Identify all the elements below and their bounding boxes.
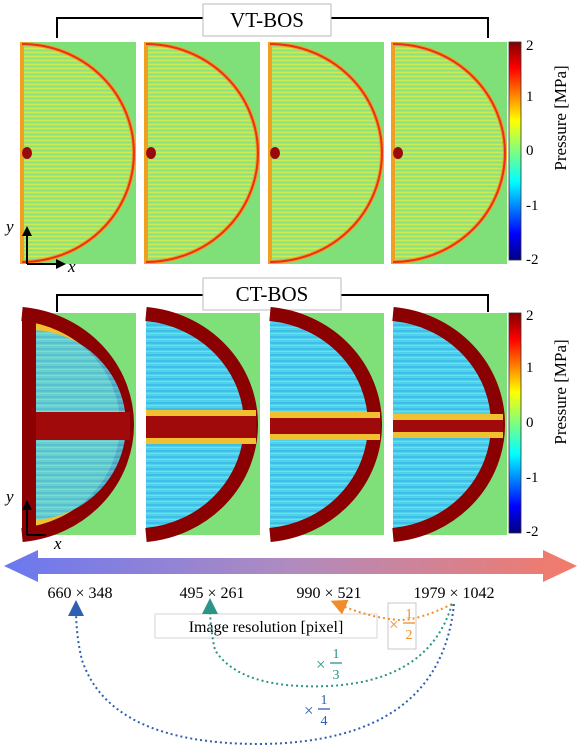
ct-bos-bracket (56, 294, 489, 312)
ct-panel-3 (269, 307, 384, 542)
vt-colorbar (508, 41, 522, 261)
ct-colorbar (508, 312, 522, 534)
ct-colorbar-tick-neg1: -1 (526, 470, 539, 486)
svg-text:3: 3 (333, 668, 340, 683)
vt-panel-1 (20, 41, 136, 265)
svg-text:×: × (389, 615, 399, 634)
image-resolution-axis-title: Image resolution [pixel] (189, 619, 344, 636)
resolution-1979x1042: 1979 × 1042 (413, 585, 494, 602)
ct-colorbar-tick-0: 0 (526, 415, 534, 431)
vt-colorbar-tick-neg2: -2 (526, 252, 539, 268)
ct-axes-icon (22, 500, 46, 536)
ct-y-axis-label: y (4, 487, 14, 506)
scale-quarter-label: × 1 4 (304, 693, 330, 729)
vt-colorbar-tick-0: 0 (526, 143, 534, 159)
svg-text:1: 1 (406, 607, 413, 622)
svg-text:1: 1 (333, 647, 340, 662)
vt-colorbar-tick-neg1: -1 (526, 198, 539, 214)
ct-colorbar-tick-neg2: -2 (526, 524, 539, 540)
scale-third-label: × 1 3 (316, 647, 342, 683)
resolution-660x348: 660 × 348 (47, 585, 112, 602)
resolution-495x261: 495 × 261 (179, 585, 244, 602)
ct-colorbar-tick-2: 2 (526, 308, 534, 324)
vt-colorbar-tick-1: 1 (526, 89, 534, 105)
vt-axes-icon (22, 226, 66, 269)
vt-y-axis-label: y (4, 217, 14, 236)
ct-panel-2 (145, 307, 260, 542)
axis-title-box (154, 613, 378, 639)
resolution-arrow (4, 550, 577, 582)
svg-text:×: × (316, 655, 326, 674)
vt-panel-2 (144, 41, 260, 265)
ct-bos-title-box (202, 277, 342, 311)
resolution-990x521: 990 × 521 (296, 585, 361, 602)
vt-bos-title-box (202, 3, 332, 37)
vt-colorbar-tick-2: 2 (526, 38, 534, 54)
vt-bos-title: VT-BOS (230, 8, 304, 32)
vt-colorbar-label: Pressure [MPa] (551, 65, 570, 170)
vt-panel-3 (268, 41, 384, 265)
scale-half-arrow (330, 599, 453, 622)
scale-half-label: × 1 2 (389, 607, 415, 643)
svg-text:×: × (304, 701, 314, 720)
ct-panel-4 (392, 307, 507, 542)
ct-bos-title: CT-BOS (236, 282, 309, 306)
svg-text:2: 2 (406, 628, 413, 643)
scale-half-box (387, 602, 417, 650)
ct-colorbar-label: Pressure [MPa] (551, 339, 570, 444)
svg-text:1: 1 (321, 693, 328, 708)
svg-text:4: 4 (321, 714, 328, 729)
ct-panel-1 (21, 307, 136, 542)
vt-panel-4 (391, 41, 507, 265)
vt-bos-bracket (56, 17, 489, 38)
vt-panels (20, 41, 507, 265)
ct-x-axis-label: x (53, 534, 62, 553)
ct-panels (21, 307, 507, 542)
ct-colorbar-tick-1: 1 (526, 360, 534, 376)
vt-x-axis-label: x (67, 257, 76, 276)
